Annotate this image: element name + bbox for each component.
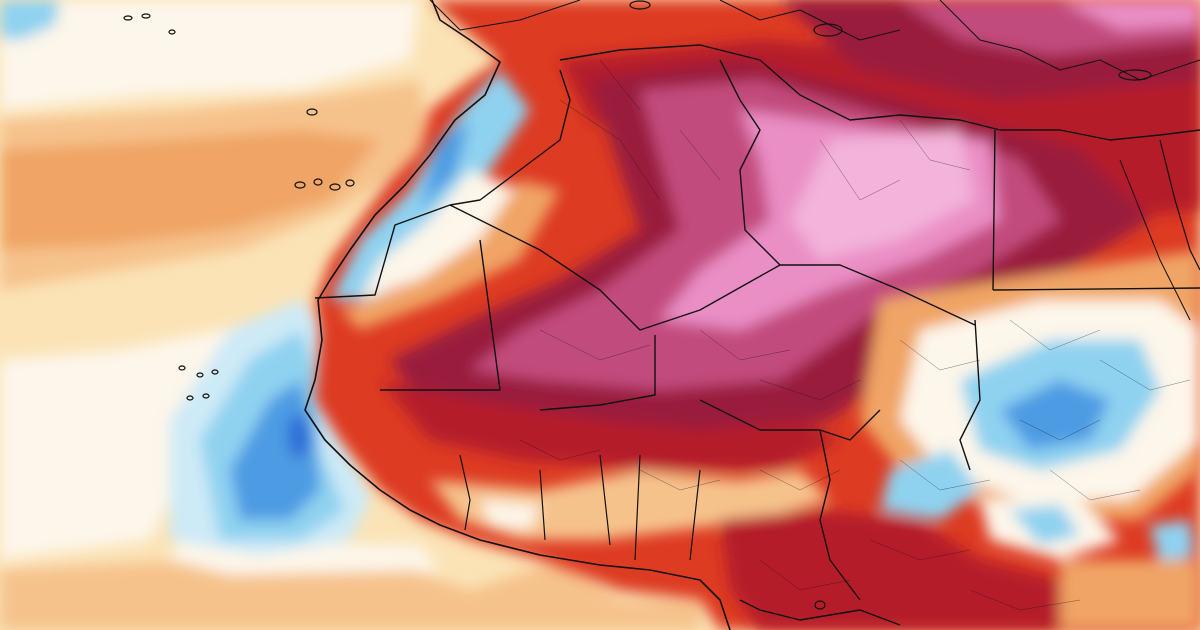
east-cool-core bbox=[1000, 380, 1110, 450]
mediterranean-light-pink bbox=[1060, 0, 1200, 30]
chad-sudan-border bbox=[992, 287, 1200, 291]
canary-island bbox=[294, 181, 306, 189]
chad-east-border bbox=[959, 319, 981, 471]
canary-island bbox=[345, 179, 355, 187]
algeria-mali-border bbox=[449, 204, 976, 331]
coastline bbox=[304, 0, 731, 630]
interior-admin-lines bbox=[519, 59, 1191, 611]
ocean-deep-blue-patch bbox=[230, 380, 320, 520]
madeira-island bbox=[306, 108, 318, 116]
central-cool-patch bbox=[880, 450, 980, 520]
islands bbox=[123, 0, 1152, 610]
azores-island bbox=[168, 29, 176, 35]
cape-verde-island bbox=[211, 369, 219, 375]
coastal-orange-strip bbox=[340, 180, 560, 330]
mali-niger-border bbox=[539, 335, 656, 411]
ocean-light-orange-south bbox=[0, 560, 700, 630]
azores-island bbox=[123, 15, 133, 21]
bioko-island bbox=[814, 600, 826, 610]
ocean-pale-band-north bbox=[0, 0, 420, 110]
azores-island bbox=[141, 13, 151, 19]
sahel-dark-red bbox=[380, 380, 840, 470]
gulf-states-borders bbox=[459, 454, 701, 561]
cape-verde-island bbox=[196, 372, 204, 378]
mediterranean-coast bbox=[559, 44, 1200, 141]
ocean-orange-core bbox=[0, 130, 380, 250]
egypt-nile-line bbox=[1119, 159, 1191, 321]
nigeria-cameroon-border bbox=[819, 429, 861, 601]
ocean-darkest-blue-spot bbox=[288, 412, 312, 460]
ocean-cyan-top-left bbox=[0, 0, 60, 40]
morocco-algeria-border bbox=[449, 69, 571, 206]
gulf-of-guinea-coast bbox=[739, 599, 901, 626]
sahara-light-pink bbox=[790, 130, 975, 260]
libya-egypt-border bbox=[992, 129, 996, 291]
east-cool-low bbox=[1010, 505, 1080, 545]
southern-orange bbox=[1060, 560, 1200, 630]
southern-red-belt bbox=[720, 510, 1060, 630]
coastal-pale-strip bbox=[360, 170, 520, 300]
ocean-anomaly-bands bbox=[0, 0, 700, 630]
mediterranean-island bbox=[813, 23, 843, 37]
gulf-coast-white bbox=[480, 500, 540, 530]
mauritania-mali-border bbox=[380, 239, 501, 391]
mediterranean-island bbox=[629, 0, 651, 10]
cape-verde-island bbox=[202, 393, 210, 399]
coastal-cool-core bbox=[420, 120, 470, 210]
mediterranean-island bbox=[1118, 69, 1152, 81]
canary-island bbox=[313, 178, 323, 186]
algeria-libya-border bbox=[719, 59, 781, 266]
red-sea-coast bbox=[1159, 139, 1200, 271]
cape-verde-island bbox=[178, 365, 186, 371]
western-sahara-border bbox=[314, 204, 451, 299]
cape-verde-island bbox=[186, 395, 194, 401]
canary-island bbox=[329, 183, 341, 191]
far-east-cool-spot bbox=[1150, 520, 1195, 565]
